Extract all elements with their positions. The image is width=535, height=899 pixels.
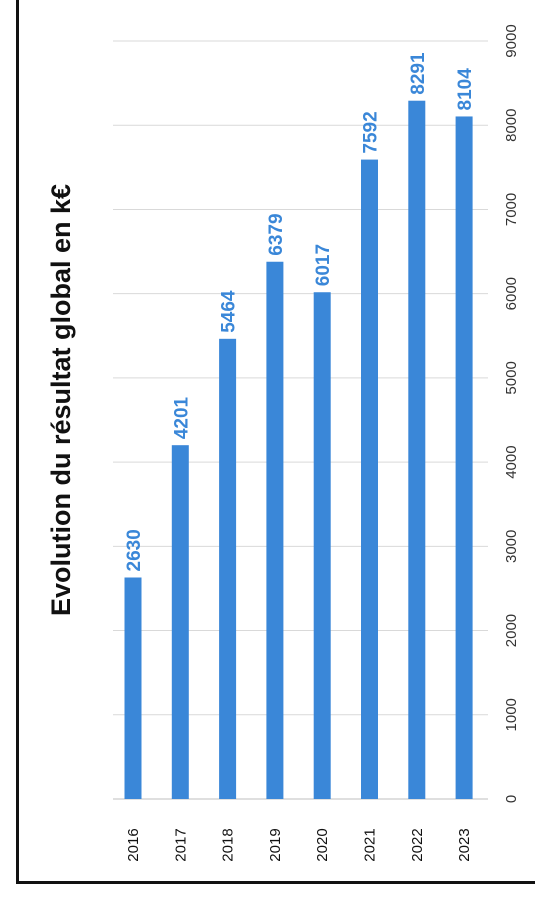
category-axis-labels: 2016 2017 2018 2019 2020 2021 2022 2023 [125,828,473,861]
category-label: 2023 [456,828,473,861]
value-tick-label: 9000 [503,24,520,57]
value-tick-label: 3000 [503,530,520,563]
data-label: 6017 [313,244,334,286]
value-tick-label: 8000 [503,109,520,142]
data-label: 5464 [219,290,240,333]
value-tick-label: 4000 [503,445,520,478]
category-label: 2021 [362,828,379,861]
category-label: 2019 [267,828,284,861]
data-label: 4201 [171,396,192,439]
bar [313,292,331,799]
bar [171,445,189,799]
value-tick-label: 0 [503,795,520,803]
gridlines [113,40,488,800]
category-label: 2020 [314,828,331,861]
data-label: 8104 [455,68,476,111]
data-label: 7592 [361,111,382,153]
bar [266,261,284,799]
data-label: 8291 [408,52,429,95]
bar [124,577,142,799]
value-tick-label: 6000 [503,277,520,310]
data-label: 6379 [266,213,287,255]
bars [124,100,473,799]
value-tick-label: 5000 [503,361,520,394]
bar [455,116,473,799]
category-label: 2016 [125,828,142,861]
chart-title: Evolution du résultat global en k€ [46,184,76,616]
category-label: 2022 [409,828,426,861]
bar [361,159,378,799]
category-label: 2018 [220,828,237,861]
bar [408,100,426,799]
value-tick-label: 2000 [503,614,520,647]
data-labels: 2630 4201 5464 6379 6017 7592 8291 8104 [124,52,476,571]
value-axis-ticks: 0 1000 2000 3000 4000 5000 6000 7000 8000 9000 [503,24,520,803]
value-tick-label: 7000 [503,193,520,226]
value-tick-label: 1000 [503,698,520,731]
chart-frame [16,0,535,884]
data-label: 2630 [124,529,145,571]
bar [219,338,237,799]
category-label: 2017 [172,828,189,861]
